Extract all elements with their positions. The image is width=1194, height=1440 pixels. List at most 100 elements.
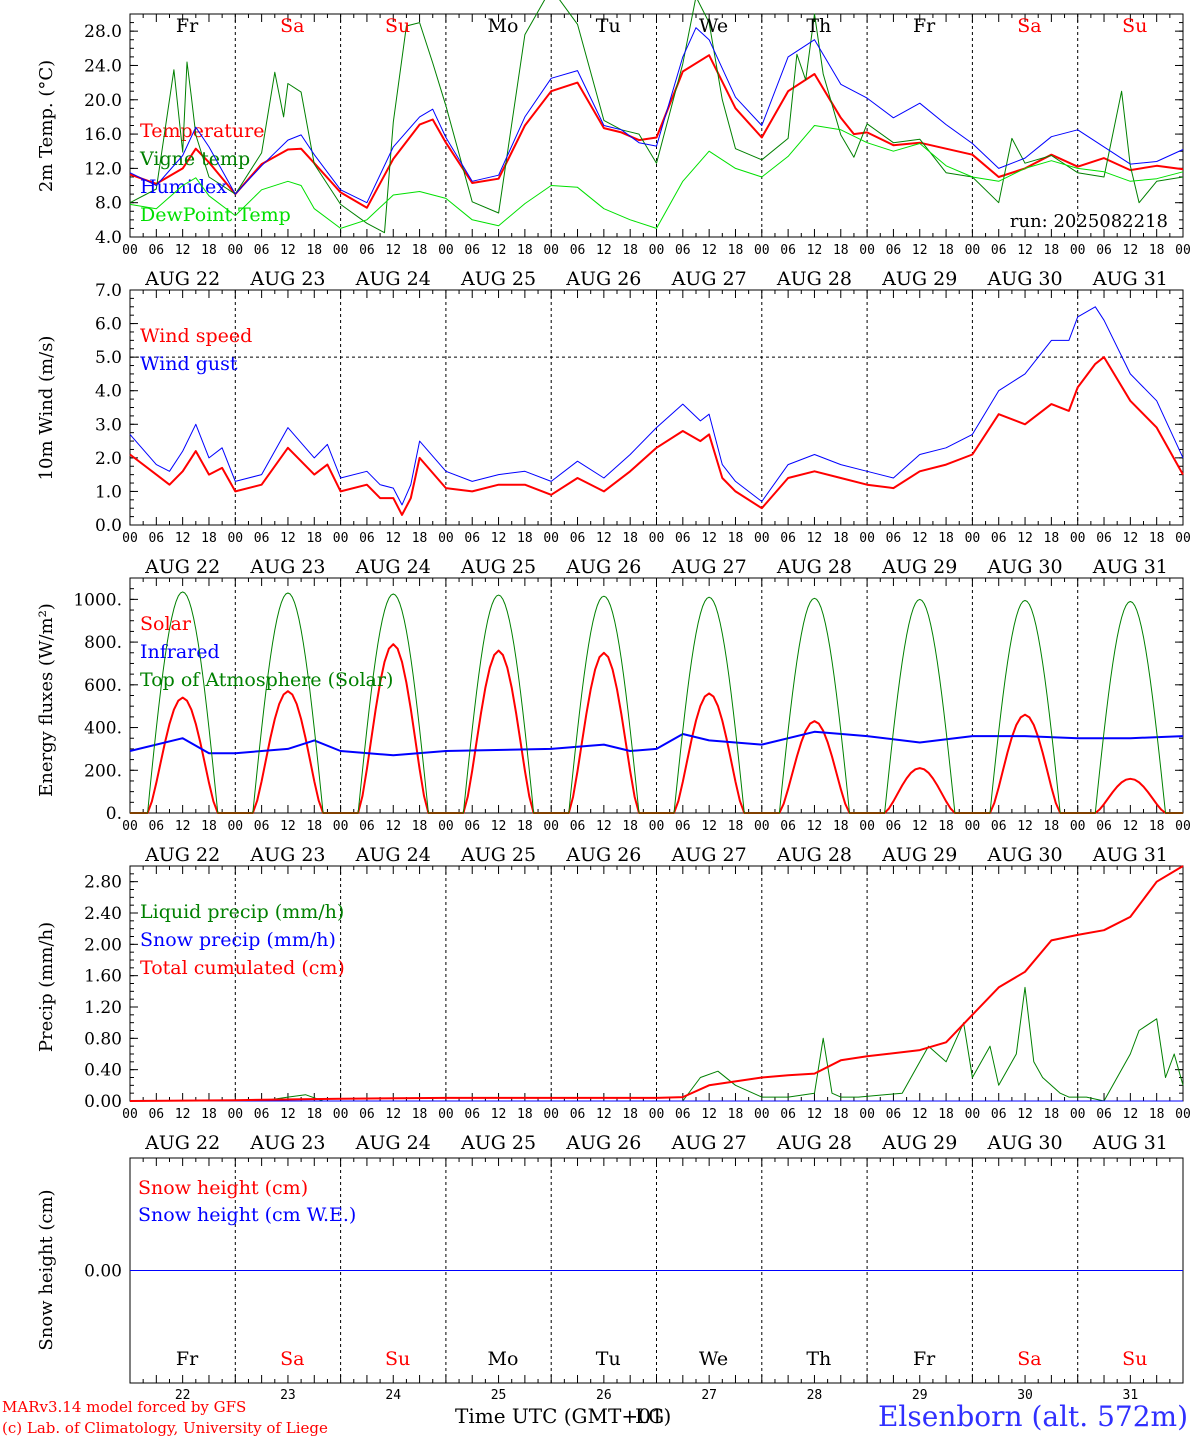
day-label: AUG 24 [355,1132,431,1154]
hour-tick-label: 18 [622,1107,638,1122]
hour-tick-label: 18 [1149,531,1165,546]
y-tick-label: 400. [84,719,122,739]
y-tick-label: 2.40 [84,904,122,924]
y-tick-label: 3.0 [95,415,122,435]
hour-tick-label: 18 [306,243,322,258]
weekday-label-bottom: Fr [913,1348,936,1370]
hour-tick-label: 18 [1044,1107,1060,1122]
y-tick-label: 16.0 [84,125,122,145]
day-label: AUG 23 [249,844,325,866]
hour-tick-label: 12 [596,243,612,258]
xaxis-title: Time UTC (GMT+01) LG [455,1404,672,1428]
hour-tick-label: 12 [807,1107,823,1122]
day-label: AUG 24 [355,844,431,866]
day-label: AUG 30 [986,1132,1062,1154]
hour-tick-label: 06 [991,243,1007,258]
hour-tick-label: 00 [122,531,138,546]
day-label: AUG 26 [565,1132,641,1154]
weekday-label-top: Mo [487,15,518,37]
day-label: AUG 26 [565,844,641,866]
y-axis-label-energy: Energy fluxes (W/m²) [36,603,57,797]
hour-tick-label: 00 [438,819,454,834]
hour-tick-label: 06 [254,531,270,546]
day-number-label: 31 [1123,1388,1139,1403]
model-credit: MARv3.14 model forced by GFS [2,1398,247,1416]
hour-tick-label: 00 [1175,1107,1191,1122]
y-tick-label: 1.0 [95,482,122,502]
hour-tick-label: 12 [491,531,507,546]
hour-tick-label: 18 [412,243,428,258]
hour-tick-label: 00 [122,819,138,834]
legend-entry-temperature-0: Temperature [140,120,264,142]
hour-tick-label: 18 [517,531,533,546]
day-number-label: 25 [491,1388,507,1403]
hour-tick-label: 06 [886,819,902,834]
hour-tick-label: 00 [649,531,665,546]
day-label: AUG 27 [671,844,747,866]
y-axis-label-wind: 10m Wind (m/s) [36,336,57,481]
weekday-label-top: Su [385,15,410,37]
day-label: AUG 25 [460,268,536,290]
weekday-label-bottom: Su [1122,1348,1147,1370]
legend-entry-wind-1: Wind gust [140,353,238,375]
day-label: AUG 31 [1092,556,1168,578]
hour-tick-label: 06 [359,819,375,834]
hour-tick-label: 06 [359,243,375,258]
y-axis-label-precip: Precip (mm/h) [36,922,57,1052]
hour-tick-label: 12 [1017,1107,1033,1122]
hour-tick-label: 18 [517,819,533,834]
hour-tick-label: 00 [122,243,138,258]
hour-tick-label: 06 [780,1107,796,1122]
hour-tick-label: 06 [886,1107,902,1122]
day-label: AUG 28 [776,268,852,290]
hour-tick-label: 00 [543,819,559,834]
hour-tick-label: 00 [1175,819,1191,834]
hour-tick-label: 00 [859,531,875,546]
day-label: AUG 26 [565,556,641,578]
y-tick-label: 1000. [73,590,122,610]
hour-tick-label: 12 [912,531,928,546]
lab-credit: (c) Lab. of Climatology, University of L… [2,1419,328,1437]
hour-tick-label: 18 [412,531,428,546]
hour-tick-label: 18 [938,243,954,258]
day-label: AUG 31 [1092,1132,1168,1154]
weekday-label-top: Tu [596,15,621,37]
hour-tick-label: 12 [280,531,296,546]
day-label: AUG 29 [881,1132,957,1154]
weekday-label-bottom: Sa [1017,1348,1041,1370]
hour-tick-label: 18 [833,819,849,834]
hour-tick-label: 00 [543,1107,559,1122]
hour-tick-label: 12 [701,243,717,258]
station-name: Elsenborn (alt. 572m) [877,1400,1188,1433]
day-number-label: 30 [1017,1388,1033,1403]
day-label: AUG 22 [144,268,220,290]
hour-tick-label: 00 [1070,1107,1086,1122]
hour-tick-label: 00 [649,1107,665,1122]
day-number-label: 29 [912,1388,928,1403]
hour-tick-label: 06 [464,243,480,258]
legend-entry-snow-0: Snow height (cm) [138,1177,308,1199]
hour-tick-label: 12 [596,531,612,546]
hour-tick-label: 12 [280,243,296,258]
weekday-label-top: Th [806,15,831,37]
day-label: AUG 25 [460,844,536,866]
weekday-label-bottom: Th [806,1348,831,1370]
hour-tick-label: 12 [385,1107,401,1122]
hour-tick-label: 18 [201,1107,217,1122]
hour-tick-label: 06 [991,1107,1007,1122]
legend-entry-temperature-3: DewPoint Temp [140,204,291,226]
hour-tick-label: 18 [412,1107,428,1122]
hour-tick-label: 18 [1149,819,1165,834]
hour-tick-label: 18 [1044,531,1060,546]
hour-tick-label: 12 [175,819,191,834]
hour-tick-label: 18 [728,819,744,834]
hour-tick-label: 06 [886,243,902,258]
y-tick-label: 0.80 [84,1029,122,1049]
xaxis-title-overlap: LG [635,1404,665,1428]
hour-tick-label: 18 [728,243,744,258]
hour-tick-label: 00 [754,531,770,546]
legend-entry-precip-0: Liquid precip (mm/h) [140,901,344,923]
y-tick-label: 4.0 [95,228,122,248]
hour-tick-label: 06 [254,243,270,258]
hour-tick-label: 06 [570,531,586,546]
